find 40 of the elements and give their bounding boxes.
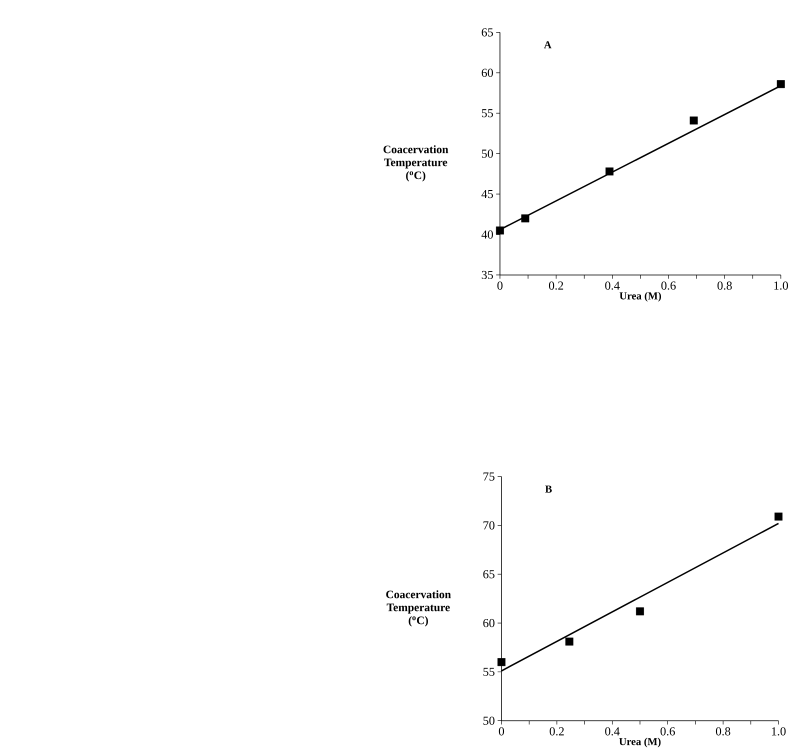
point <box>497 658 506 666</box>
point <box>774 512 782 521</box>
y-axis-title: Coacervation Temperature ($^{o}$C) <box>384 145 448 182</box>
x-tick-label: 0.8 <box>718 282 732 290</box>
y-tick-label: 75 <box>484 472 494 481</box>
y-tick-label: 50 <box>483 716 494 725</box>
point <box>776 80 785 88</box>
y-tick-label: 65 <box>483 570 494 578</box>
y-tick-label: 35 <box>482 270 493 280</box>
y-tick-label: 55 <box>483 668 494 676</box>
x-tick-label: 0.8 <box>716 727 730 736</box>
y-tick-label: 55 <box>482 109 493 118</box>
y-tick-label: 60 <box>482 68 493 77</box>
point <box>690 116 698 125</box>
y-tick-label: 60 <box>483 618 494 628</box>
text: B <box>545 486 552 493</box>
x-tick-label: 0 <box>497 282 503 290</box>
x-tick-label: 0.4 <box>605 282 620 290</box>
x-tick-label: 1.0 <box>772 727 786 736</box>
x-tick-label: 0.2 <box>548 282 564 290</box>
x-tick-label: 0.2 <box>550 727 564 736</box>
y-tick-label: 65 <box>482 28 493 36</box>
x-tick-label: 0 <box>498 727 504 736</box>
text: A <box>544 41 552 48</box>
y-tick-label: 70 <box>484 521 494 530</box>
x-tick-label: 0.6 <box>661 282 676 290</box>
x-axis-title: Urea (M) <box>619 738 661 748</box>
y-axis-title: Coacervation Temperature ($^{o}$C) <box>386 590 451 627</box>
x-tick-label: 1.0 <box>774 282 788 290</box>
point <box>496 226 504 235</box>
y-tick-label: 50 <box>482 150 493 158</box>
y-tick-label: 45 <box>481 190 493 198</box>
x-tick-label: 0.4 <box>605 727 620 736</box>
point <box>606 168 614 176</box>
x-axis-title: Urea (M) <box>620 292 662 302</box>
y-tick-label: 40 <box>481 230 493 239</box>
point <box>636 607 644 616</box>
x-tick-label: 0.6 <box>660 727 675 736</box>
point <box>521 214 530 222</box>
point <box>565 638 574 646</box>
